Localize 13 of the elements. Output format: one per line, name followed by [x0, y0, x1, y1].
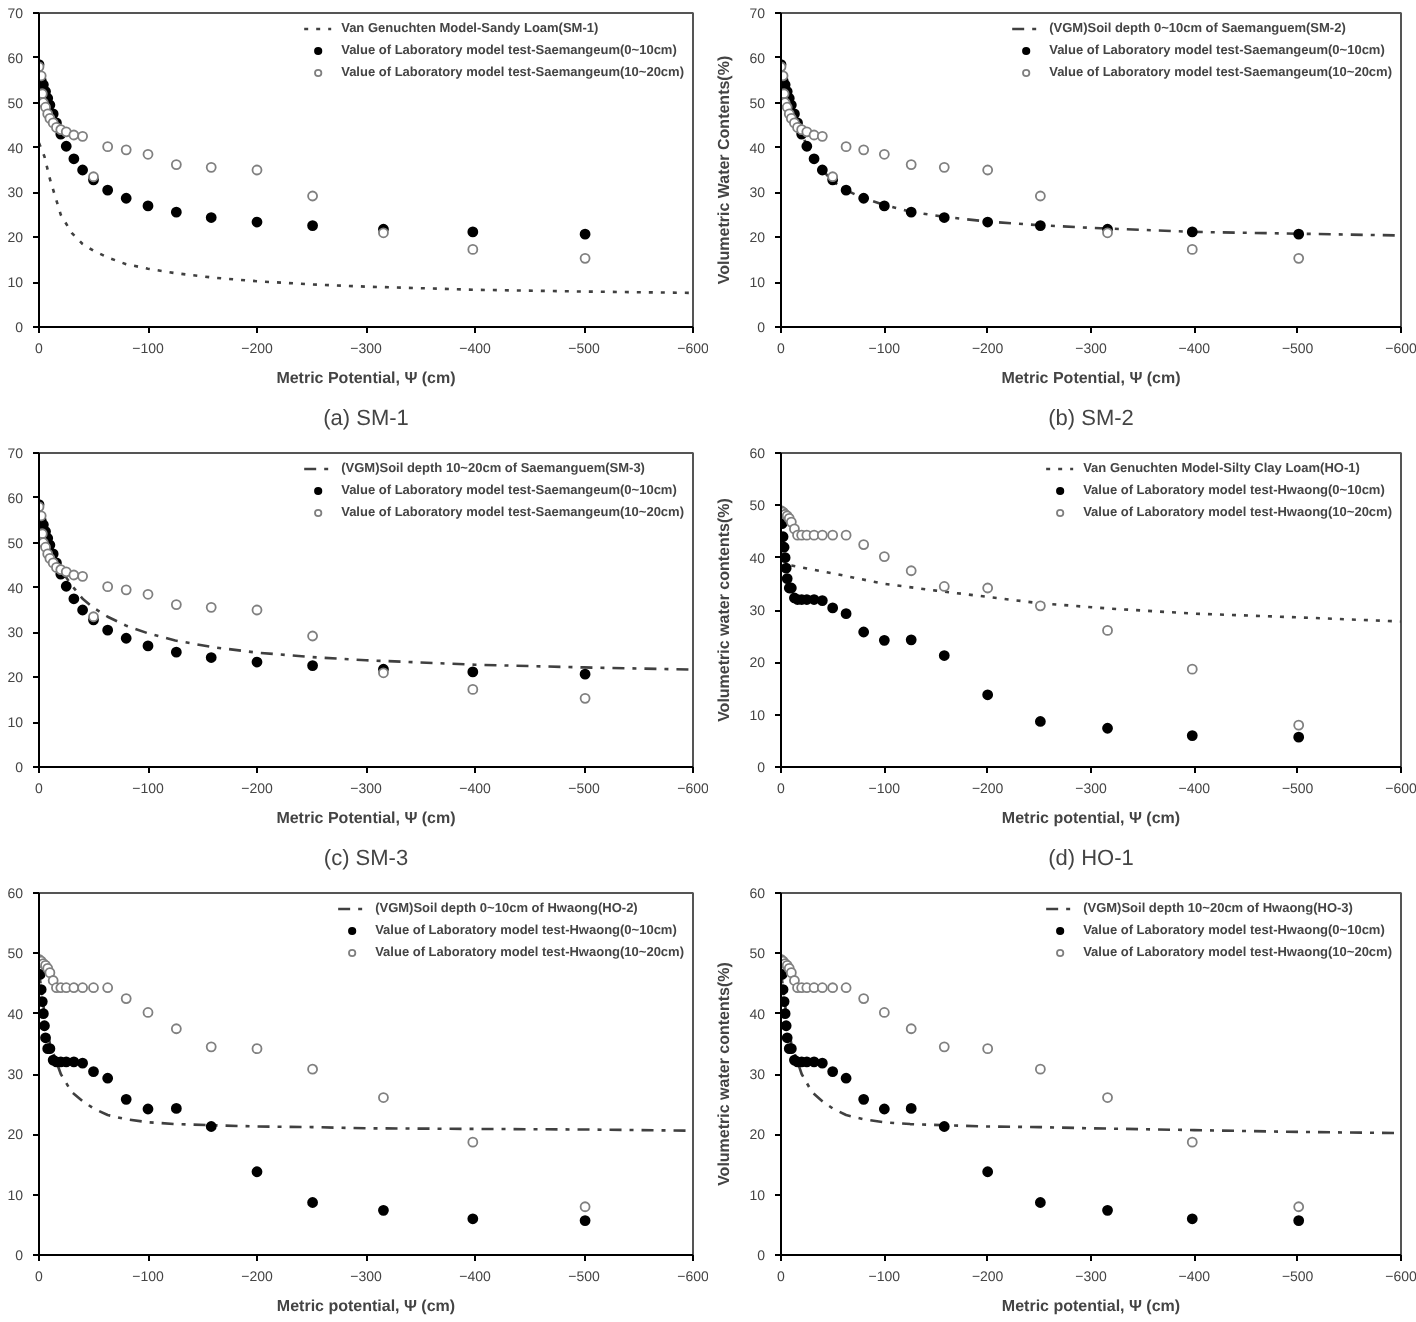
x-axis-title: Metric Potential, Ψ (cm): [276, 809, 457, 827]
y-axis-title: Volumetric water contents(%): [715, 961, 734, 1186]
text: (b) SM-2: [1048, 407, 1134, 431]
x-axis-title: Metric potential, Ψ (cm): [276, 1297, 456, 1315]
y-axis-title: Volumetric Water Contents(%): [715, 55, 734, 285]
x-axis-title: Metric potential, Ψ (cm): [1001, 809, 1181, 827]
y-axis-title: Volumetric water contents(%): [715, 497, 734, 722]
x-axis-title: Metric Potential, Ψ (cm): [276, 369, 457, 387]
text: (c) SM-3: [323, 847, 409, 871]
x-axis-title: Metric potential, Ψ (cm): [1001, 1297, 1181, 1315]
text: (d) HO-1: [1048, 847, 1134, 871]
text: (a) SM-1: [323, 407, 409, 431]
x-axis-title: Metric Potential, Ψ (cm): [1001, 369, 1182, 387]
